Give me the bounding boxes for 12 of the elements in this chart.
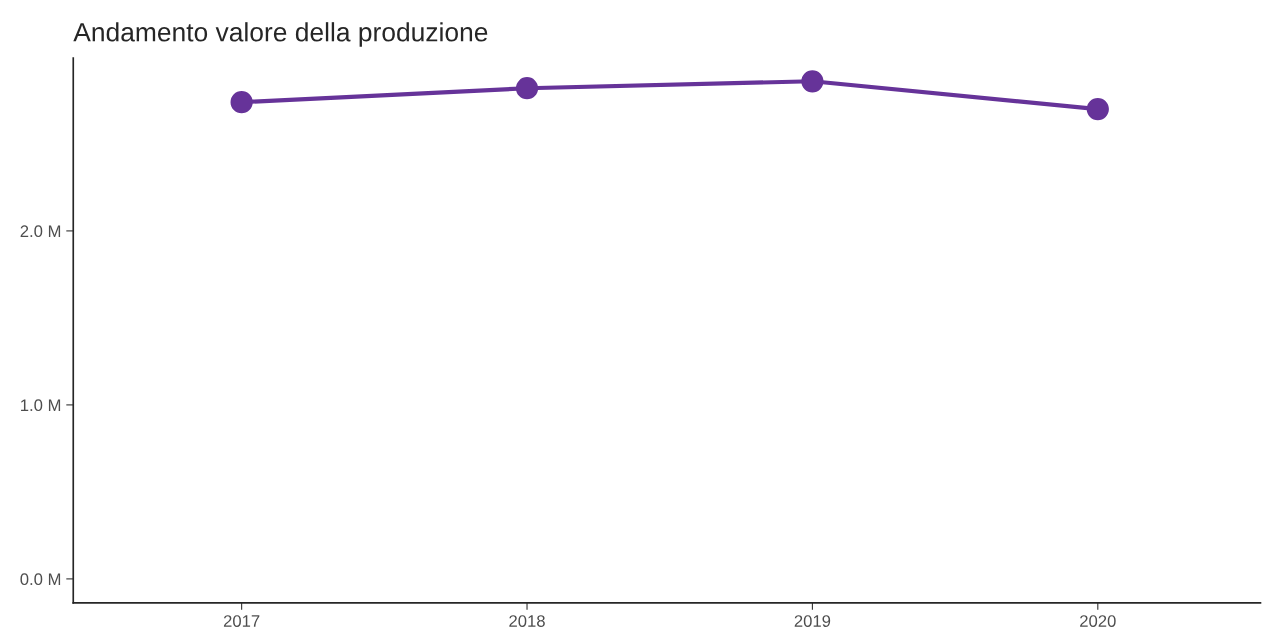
y-tick-label: 2.0 M (20, 225, 61, 238)
point (515, 77, 539, 100)
x-tick-label: 2019 (794, 615, 831, 627)
point (230, 91, 253, 114)
x-tick-label: 2018 (509, 615, 545, 627)
point (1086, 98, 1109, 121)
y-tick-label: 1.0 M (21, 399, 61, 412)
y-tick-label: 0.0 M (20, 573, 61, 586)
chart-title: Andamento valore della produzione (73, 22, 488, 47)
x-tick-label: 2020 (1080, 615, 1116, 627)
x-tick-label: 2017 (223, 615, 260, 627)
point (801, 70, 824, 93)
